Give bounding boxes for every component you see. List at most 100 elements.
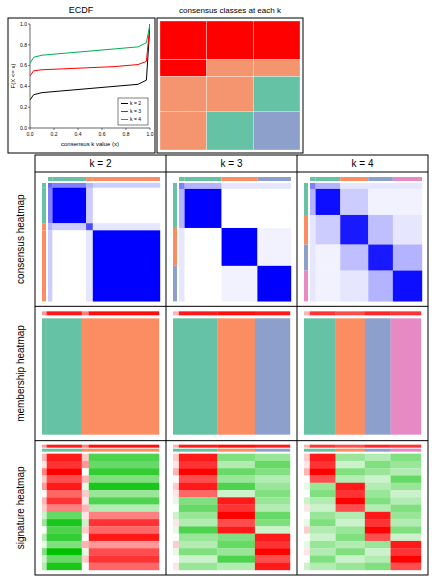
class-annotation	[42, 188, 46, 224]
signature-cell	[310, 461, 336, 468]
consensus-cell	[257, 228, 291, 266]
signature-cell	[179, 548, 218, 555]
signature-cell	[179, 483, 218, 490]
signature-cell	[42, 505, 47, 512]
membership-block	[365, 318, 391, 434]
signature-cell	[82, 541, 89, 548]
y-tick	[28, 44, 30, 45]
signature-cell	[336, 468, 365, 475]
signature-cell	[255, 505, 290, 512]
signature-cell	[310, 534, 336, 541]
signature-cell	[255, 526, 290, 533]
signature-cell	[255, 475, 290, 482]
signature-cell	[391, 563, 422, 570]
consensus-cell	[48, 223, 53, 230]
signature-cell	[304, 534, 310, 541]
silhouette-bar	[89, 311, 159, 315]
class-annotation	[391, 449, 422, 452]
class-annotation	[173, 449, 179, 452]
membership-block	[391, 318, 422, 434]
signature-cell	[173, 497, 179, 504]
silhouette-bar	[42, 445, 47, 448]
signature-cell	[391, 541, 422, 548]
class-cell	[160, 21, 207, 60]
signature-cell	[47, 555, 82, 562]
signature-cell	[336, 475, 365, 482]
silhouette-bar	[304, 311, 310, 315]
signature-cell	[217, 555, 255, 562]
legend-label: k = 2	[130, 100, 141, 106]
signature-cell	[310, 468, 336, 475]
class-annotation	[310, 177, 316, 181]
class-annotation	[304, 271, 308, 302]
consensus-cell	[368, 183, 393, 189]
signature-cell	[89, 490, 159, 497]
panel-frame	[157, 18, 303, 153]
silhouette-bar	[304, 445, 310, 448]
membership-block	[179, 318, 218, 434]
signature-cell	[173, 454, 179, 461]
legend-label: k = 3	[130, 108, 141, 114]
signature-cell	[391, 490, 422, 497]
consensus-cell	[340, 245, 368, 271]
x-tick-label: 0.4	[75, 131, 82, 137]
signature-cell	[42, 497, 47, 504]
class-annotation	[42, 183, 46, 188]
row-title: signature heatmap	[15, 466, 26, 549]
signature-cell	[217, 475, 255, 482]
signature-cell	[42, 548, 47, 555]
silhouette-bar	[173, 311, 179, 315]
signature-cell	[391, 454, 422, 461]
class-cell	[207, 76, 254, 111]
signature-cell	[365, 497, 391, 504]
consensus-cell	[393, 183, 422, 189]
signature-cell	[255, 563, 290, 570]
consensus-cell	[257, 189, 291, 228]
grid-line	[166, 155, 167, 575]
signature-cell	[173, 490, 179, 497]
signature-cell	[391, 483, 422, 490]
signature-cell	[391, 475, 422, 482]
consensus-cell	[179, 228, 185, 266]
consensus-cell	[48, 188, 53, 224]
signature-cell	[47, 505, 82, 512]
consensus-cell	[257, 266, 291, 302]
signature-cell	[89, 563, 159, 570]
figure: ECDF0.00.20.40.60.81.00.00.20.40.60.81.0…	[0, 0, 432, 576]
signature-cell	[391, 555, 422, 562]
class-annotation	[304, 449, 310, 452]
signature-cell	[42, 534, 47, 541]
consensus-cell	[316, 271, 341, 302]
x-tick-label: 0.2	[51, 131, 58, 137]
signature-cell	[336, 483, 365, 490]
signature-cell	[310, 526, 336, 533]
class-cell	[207, 60, 254, 77]
signature-cell	[89, 505, 159, 512]
signature-cell	[179, 541, 218, 548]
class-annotation	[304, 183, 308, 189]
column-title: k = 2	[90, 158, 112, 169]
signature-cell	[310, 555, 336, 562]
class-annotation	[336, 449, 365, 452]
ecdf-line	[30, 24, 150, 100]
signature-cell	[89, 475, 159, 482]
class-annotation	[42, 449, 47, 452]
signature-cell	[82, 555, 89, 562]
signature-cell	[304, 505, 310, 512]
consensus-cell	[368, 245, 393, 271]
signature-cell	[42, 555, 47, 562]
consensus-cell	[368, 271, 393, 302]
silhouette-bar	[217, 445, 255, 448]
signature-cell	[310, 497, 336, 504]
signature-cell	[173, 483, 179, 490]
signature-cell	[82, 548, 89, 555]
signature-cell	[173, 534, 179, 541]
consensus-cell	[393, 189, 422, 215]
signature-cell	[173, 548, 179, 555]
silhouette-bar	[310, 311, 336, 315]
signature-cell	[82, 505, 89, 512]
signature-cell	[336, 555, 365, 562]
column-title: k = 3	[221, 158, 243, 169]
consensus-cell	[93, 223, 160, 230]
signature-cell	[179, 526, 218, 533]
